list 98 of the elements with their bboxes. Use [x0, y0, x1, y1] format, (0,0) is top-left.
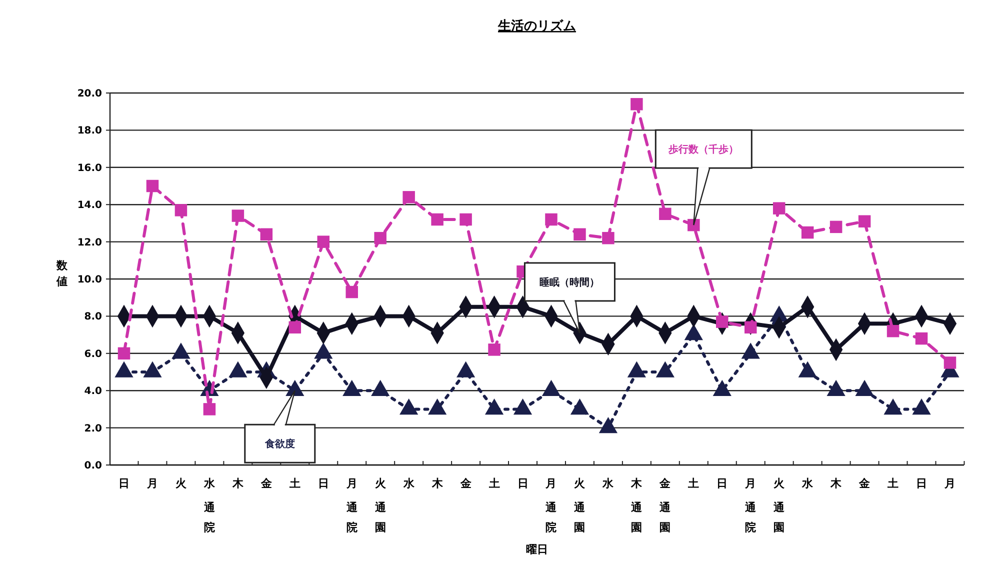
x-tick-label: 日: [916, 477, 928, 490]
point: [346, 286, 358, 298]
x-axis-title: 曜日: [526, 543, 548, 556]
x-tick-label: 木: [430, 477, 444, 490]
point: [684, 324, 703, 340]
x-tick-label: 日: [118, 477, 130, 490]
x-tick-label: 土: [886, 477, 899, 490]
point: [114, 361, 134, 378]
point: [659, 208, 672, 220]
y-tick-label: 14.0: [77, 200, 102, 212]
x-tick-label: 水: [801, 477, 814, 490]
point: [830, 220, 842, 234]
y-tick-label: 0.0: [84, 460, 102, 472]
x-tick-label: 日: [517, 477, 528, 490]
point: [826, 380, 846, 396]
point: [402, 191, 415, 204]
point: [602, 232, 614, 244]
point: [228, 361, 248, 378]
point: [772, 202, 786, 214]
x-tick-label: 土: [687, 477, 700, 490]
point: [574, 228, 586, 240]
x-tick-label: 日: [716, 477, 728, 490]
y-tick-label: 20.0: [77, 88, 102, 100]
point: [314, 342, 333, 359]
point: [884, 398, 902, 415]
point: [143, 361, 162, 378]
point: [570, 398, 590, 415]
x-tick-label: 月: [146, 477, 158, 490]
point: [288, 321, 302, 334]
x-tick-label: 火: [175, 477, 188, 490]
point: [886, 324, 900, 338]
x-tick-label: 水: [602, 477, 615, 490]
y-tick-label: 16.0: [77, 162, 102, 174]
point: [342, 380, 362, 396]
y-tick-label: 12.0: [77, 237, 102, 248]
point: [146, 180, 159, 192]
x-tick-label: 火通園: [374, 477, 387, 534]
point: [798, 361, 817, 378]
x-tick-label: 金: [459, 477, 472, 490]
point: [428, 398, 447, 415]
x-tick-label: 火通園: [772, 477, 786, 534]
x-tick-label: 金: [260, 477, 273, 490]
point: [460, 213, 472, 226]
point: [513, 398, 532, 415]
point: [431, 213, 444, 226]
point: [545, 213, 558, 226]
point: [172, 342, 190, 359]
x-tick-label: 木: [231, 477, 244, 490]
point: [484, 398, 504, 415]
y-tick-label: 10.0: [77, 274, 102, 286]
point: [174, 204, 188, 216]
point: [371, 380, 390, 396]
point: [456, 361, 476, 378]
x-tick-label: 月通院: [345, 477, 358, 534]
x-tick-label: 木: [830, 477, 843, 490]
point: [232, 210, 244, 222]
x-tick-label: 火通園: [573, 477, 586, 534]
x-tick-label: 土: [488, 477, 500, 490]
x-tick-label: 金通園: [658, 477, 672, 534]
point: [374, 232, 386, 244]
point: [317, 236, 330, 248]
point: [744, 321, 757, 334]
x-tick-label: 水通院: [202, 477, 216, 534]
point: [741, 342, 760, 359]
point: [801, 226, 814, 239]
point: [286, 380, 304, 396]
x-tick-label: 月: [944, 477, 956, 490]
y-tick-label: 6.0: [84, 348, 102, 360]
y-tick-label: 18.0: [77, 126, 102, 137]
y-axis-title: 数値: [56, 259, 68, 288]
x-tick-label: 月通院: [544, 477, 558, 534]
point: [912, 398, 931, 415]
point: [260, 228, 273, 240]
point: [915, 332, 928, 345]
point: [716, 316, 728, 328]
series-label: 睡眠（時間）: [540, 276, 600, 288]
series-label: 歩行数（千歩）: [668, 144, 739, 156]
point: [855, 380, 874, 396]
chart-title: 生活のリズム: [497, 19, 576, 34]
y-tick-label: 2.0: [84, 423, 102, 434]
point: [656, 361, 674, 378]
x-tick-label: 月通院: [744, 477, 758, 534]
point: [627, 361, 646, 378]
x-tick-label: 金: [858, 477, 872, 490]
text: 食欲度: [264, 438, 295, 450]
point: [400, 398, 418, 415]
y-tick-label: 4.0: [84, 386, 102, 398]
point: [858, 215, 871, 228]
x-tick-label: 日: [318, 477, 329, 490]
x-tick-label: 土: [288, 477, 300, 490]
y-tick-label: 8.0: [84, 312, 102, 323]
point: [488, 344, 500, 356]
x-tick-label: 水: [402, 477, 416, 490]
x-tick-label: 木通園: [630, 477, 644, 534]
point: [542, 380, 561, 396]
point: [712, 380, 732, 396]
point: [598, 417, 618, 434]
point: [688, 218, 700, 232]
